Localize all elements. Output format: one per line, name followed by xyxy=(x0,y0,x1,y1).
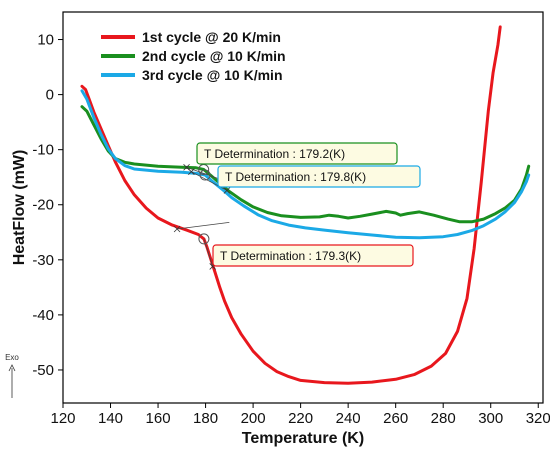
y-axis: 10 0 -10 -20 -30 -40 -50 xyxy=(32,32,63,379)
x-tick-label: 320 xyxy=(526,410,550,427)
x-tick-label: 160 xyxy=(146,410,171,427)
tangent-marker xyxy=(173,225,181,233)
x-tick-label: 280 xyxy=(431,410,456,427)
x-tick-label: 120 xyxy=(50,410,75,427)
tangent-marker xyxy=(188,168,195,175)
x-tick-label: 220 xyxy=(288,410,313,427)
y-tick-label: -50 xyxy=(32,362,54,379)
legend-label: 2nd cycle @ 10 K/min xyxy=(142,48,286,64)
annotation-box xyxy=(212,244,414,267)
annotation-label: T Determination : 179.3(K) xyxy=(220,249,361,263)
y-tick-label: 10 xyxy=(37,32,54,49)
y-tick-label: 0 xyxy=(46,87,54,104)
transition-point-marker xyxy=(198,233,210,245)
annotation-box xyxy=(196,142,398,165)
x-tick-label: 140 xyxy=(98,410,123,427)
x-tick-label: 300 xyxy=(478,410,503,427)
exo-label: Exo xyxy=(5,353,19,362)
exo-arrow-head xyxy=(8,364,16,372)
tangent-marker xyxy=(223,187,231,194)
x-tick-label: 240 xyxy=(336,410,361,427)
tangent-line xyxy=(177,221,230,230)
x-tick-label: 180 xyxy=(193,410,218,427)
x-tick-label: 260 xyxy=(383,410,408,427)
plot-frame xyxy=(62,11,544,404)
y-tick-label: -20 xyxy=(32,197,54,214)
exo-indicator: Exo xyxy=(5,353,19,398)
annotation-label: T Determination : 179.8(K) xyxy=(225,170,366,184)
x-tick-label: 200 xyxy=(241,410,266,427)
y-tick-label: -40 xyxy=(32,307,54,324)
series-line-3 xyxy=(80,89,531,240)
transition-point-marker xyxy=(199,169,211,181)
annotation-box xyxy=(217,165,421,188)
y-axis-title: HeatFlow (mW) xyxy=(11,150,28,266)
plot-area xyxy=(80,25,531,385)
legend-label: 3rd cycle @ 10 K/min xyxy=(142,67,283,83)
series-line-1 xyxy=(80,25,502,385)
x-axis-title: Temperature (K) xyxy=(242,430,364,447)
legend-label: 1st cycle @ 20 K/min xyxy=(142,29,281,45)
y-tick-label: -10 xyxy=(32,142,54,159)
annotations: T Determination : 179.2(K) T Determinatio… xyxy=(173,142,421,270)
series-line-2 xyxy=(80,105,531,224)
x-axis: 120 140 160 180 200 220 240 260 280 300 320 xyxy=(50,403,550,427)
y-tick-label: -30 xyxy=(32,252,54,269)
legend: 1st cycle @ 20 K/min 2nd cycle @ 10 K/min… xyxy=(101,29,286,83)
annotation-label: T Determination : 179.2(K) xyxy=(204,147,345,161)
tangent-line xyxy=(186,166,223,181)
